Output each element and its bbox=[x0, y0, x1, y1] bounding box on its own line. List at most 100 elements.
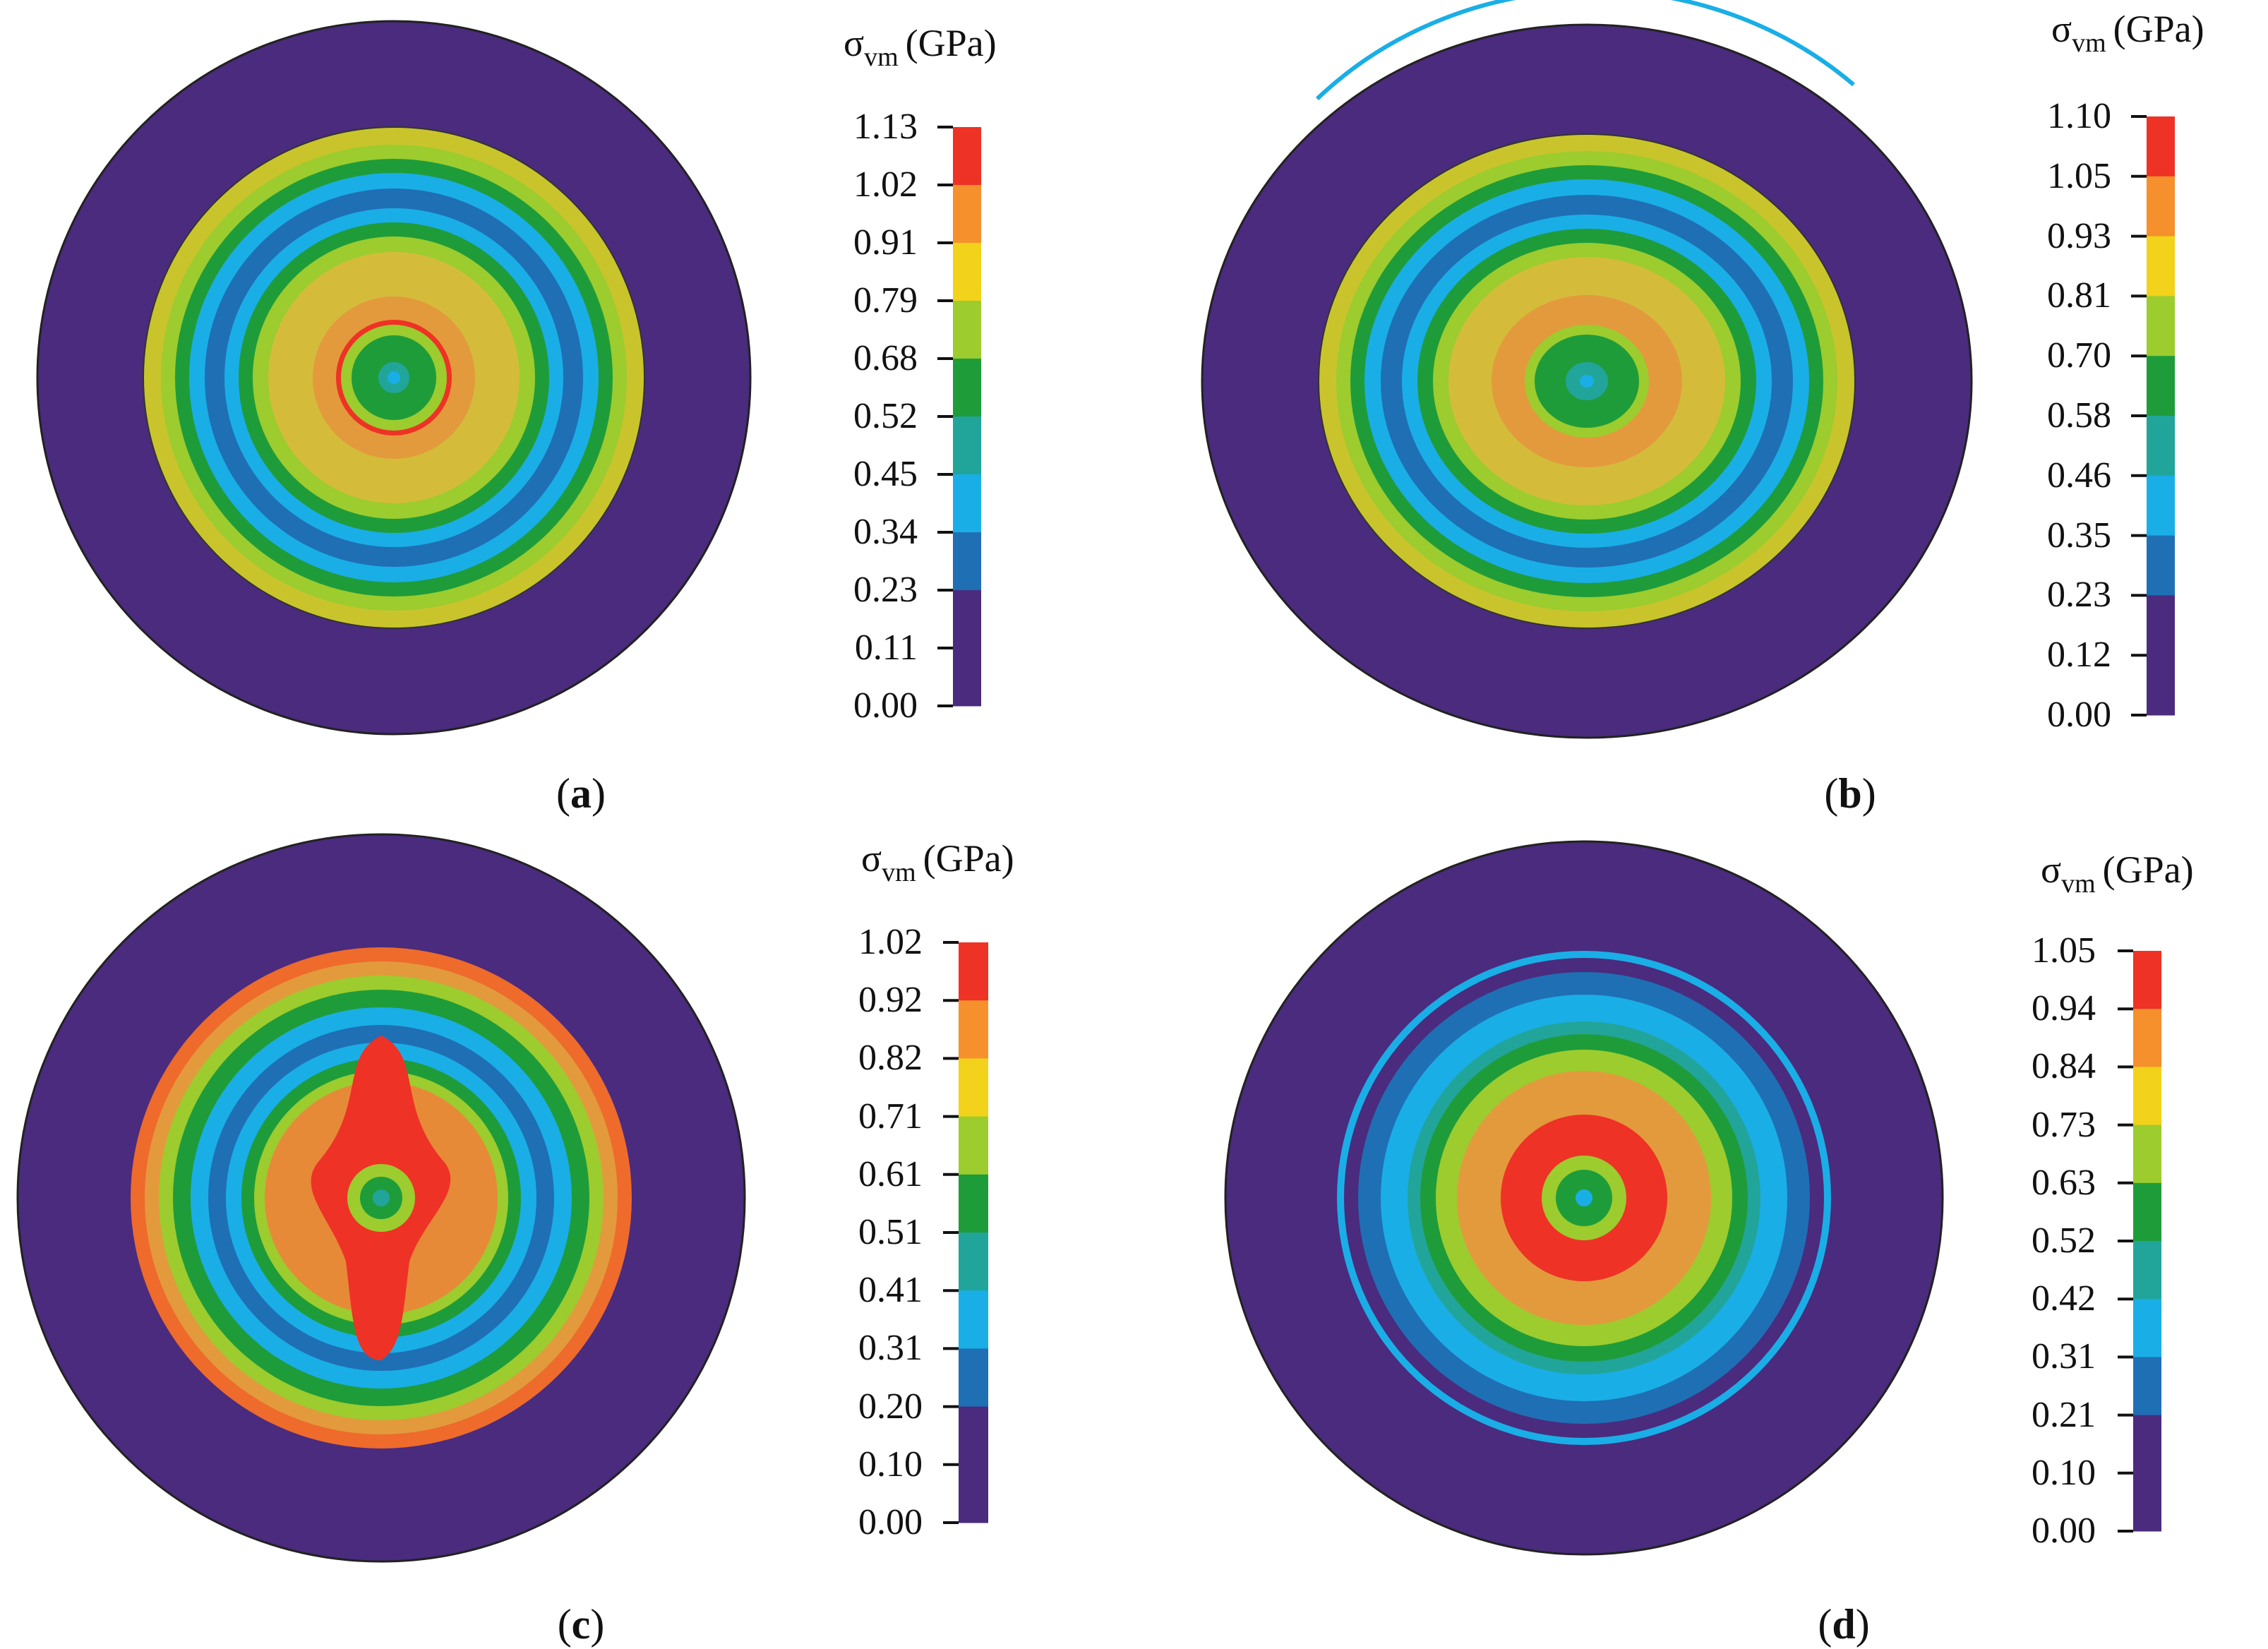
colorbar bbox=[2131, 115, 2175, 716]
colorbar-tick-label: 0.52 bbox=[2032, 1221, 2096, 1261]
colorbar-band bbox=[2147, 296, 2175, 356]
colorbar-tick-label: 0.81 bbox=[2047, 275, 2111, 316]
colorbar-tick-label: 0.58 bbox=[2047, 395, 2111, 436]
colorbar-tick-label: 0.79 bbox=[853, 280, 918, 320]
colorbar-tick-label: 1.02 bbox=[853, 164, 918, 205]
colorbar-band bbox=[959, 1116, 988, 1175]
colorbar-band bbox=[953, 243, 981, 301]
colorbar-band bbox=[2133, 1241, 2161, 1300]
colorbar-title: σvm (GPa) bbox=[2051, 8, 2204, 58]
colorbar-band bbox=[2147, 356, 2175, 416]
colorbar-band bbox=[959, 1464, 988, 1523]
colorbar-tick-label: 0.52 bbox=[853, 396, 918, 436]
colorbar-tick-label: 1.13 bbox=[853, 107, 918, 147]
colorbar-band bbox=[2133, 1473, 2161, 1532]
colorbar-band bbox=[959, 1290, 988, 1349]
panel-c: σvm (GPa) (c) 1.02 0.92 0.82 0.71 0.61 0.51 0.4… bbox=[0, 824, 1134, 1648]
contour-band bbox=[1576, 1189, 1592, 1206]
colorbar-tick-label: 0.23 bbox=[853, 570, 918, 610]
panel-caption: (b) bbox=[1824, 770, 1876, 817]
colorbar-tick-label: 0.71 bbox=[858, 1096, 923, 1137]
colorbar-tick-label: 0.10 bbox=[2032, 1452, 2096, 1493]
colorbar-band bbox=[953, 301, 981, 359]
colorbar-tick-label: 0.70 bbox=[2047, 335, 2111, 376]
colorbar-band bbox=[959, 1174, 988, 1233]
colorbar-tick-label: 0.51 bbox=[858, 1212, 923, 1252]
contour-plot-b bbox=[1201, 0, 2175, 739]
colorbar-band bbox=[2133, 1357, 2161, 1416]
colorbar-band bbox=[953, 532, 981, 591]
colorbar-band bbox=[2133, 951, 2161, 1009]
colorbar bbox=[943, 941, 988, 1524]
colorbar-tick-label: 0.63 bbox=[2032, 1162, 2096, 1203]
contour-band bbox=[388, 371, 400, 384]
colorbar-band bbox=[2133, 1415, 2161, 1474]
colorbar-tick-label: 0.00 bbox=[858, 1502, 923, 1542]
colorbar-tick-label: 0.41 bbox=[858, 1270, 923, 1311]
colorbar-tick-label: 0.92 bbox=[858, 980, 923, 1021]
panel-caption: (a) bbox=[556, 770, 606, 817]
colorbar-tick-label: 0.23 bbox=[2047, 575, 2111, 616]
colorbar-tick-label: 0.42 bbox=[2032, 1278, 2096, 1319]
colorbar-band bbox=[953, 127, 981, 186]
colorbar-band bbox=[953, 359, 981, 417]
colorbar-tick-label: 1.05 bbox=[2032, 930, 2096, 971]
colorbar-tick-label: 0.00 bbox=[2032, 1511, 2096, 1551]
colorbar-tick-label: 0.94 bbox=[2032, 988, 2096, 1029]
colorbar-tick-label: 0.12 bbox=[2047, 635, 2111, 676]
colorbar-band bbox=[2147, 116, 2175, 177]
colorbar-band bbox=[953, 648, 981, 707]
colorbar-band bbox=[953, 185, 981, 244]
colorbar-band bbox=[2133, 1009, 2161, 1067]
colorbar-tick-label: 0.00 bbox=[2047, 695, 2111, 735]
colorbar bbox=[937, 126, 981, 707]
colorbar-band bbox=[2147, 475, 2175, 536]
colorbar-band bbox=[2147, 655, 2175, 716]
panel-a: σvm (GPa) (a) 1.13 1.02 0.91 0.79 0.68 0.52 0.4… bbox=[0, 0, 1134, 824]
colorbar-tick-label: 0.31 bbox=[858, 1328, 923, 1369]
colorbar-tick-label: 0.45 bbox=[853, 454, 918, 494]
colorbar-tick-label: 0.21 bbox=[2032, 1394, 2096, 1435]
colorbar-title: σvm (GPa) bbox=[861, 837, 1014, 887]
colorbar-band bbox=[959, 1058, 988, 1117]
panel-d: σvm (GPa) (d) 1.05 0.94 0.84 0.73 0.63 0.52 0.4… bbox=[1134, 824, 2267, 1648]
colorbar-tick-label: 0.82 bbox=[858, 1038, 923, 1079]
contour-plot-a bbox=[36, 20, 981, 736]
colorbar-title: σvm (GPa) bbox=[2041, 849, 2194, 899]
colorbar-band bbox=[959, 1406, 988, 1465]
contour-plot-c bbox=[16, 833, 988, 1563]
colorbar-band bbox=[953, 416, 981, 475]
rim-edge bbox=[1315, 0, 1855, 101]
colorbar-band bbox=[2147, 595, 2175, 656]
contour-plot-d bbox=[1224, 840, 2161, 1556]
colorbar-tick-label: 0.00 bbox=[853, 685, 918, 726]
colorbar-band bbox=[959, 1348, 988, 1408]
colorbar-band bbox=[2133, 1299, 2161, 1357]
colorbar-tick-label: 0.91 bbox=[853, 222, 918, 263]
colorbar-tick-label: 0.31 bbox=[2032, 1336, 2096, 1377]
colorbar-tick-label: 0.20 bbox=[858, 1386, 923, 1427]
colorbar-tick-label: 1.02 bbox=[858, 922, 923, 962]
colorbar-band bbox=[2133, 1182, 2161, 1242]
colorbar-tick-label: 0.61 bbox=[858, 1153, 923, 1194]
colorbar-tick-label: 1.05 bbox=[2047, 155, 2111, 196]
colorbar-band bbox=[2147, 176, 2175, 237]
colorbar-title: σvm (GPa) bbox=[844, 22, 997, 72]
colorbar-band bbox=[959, 942, 988, 1001]
colorbar-tick-label: 0.10 bbox=[858, 1444, 923, 1485]
colorbar-band bbox=[2133, 1125, 2161, 1184]
colorbar-band bbox=[953, 474, 981, 533]
panel-b: σvm (GPa) (b) 1.10 1.05 0.93 0.81 0.70 0.58 0.4… bbox=[1134, 0, 2267, 824]
colorbar-tick-label: 0.35 bbox=[2047, 515, 2111, 556]
panel-caption: (c) bbox=[557, 1601, 605, 1648]
colorbar-tick-label: 0.11 bbox=[854, 628, 918, 668]
colorbar-band bbox=[2133, 1067, 2161, 1126]
colorbar-band bbox=[959, 1233, 988, 1291]
colorbar-tick-label: 0.73 bbox=[2032, 1104, 2096, 1145]
colorbar-band bbox=[959, 1000, 988, 1059]
colorbar-band bbox=[2147, 535, 2175, 596]
colorbar-tick-label: 0.34 bbox=[853, 512, 918, 552]
colorbar-band bbox=[2147, 416, 2175, 476]
contour-band bbox=[1580, 375, 1594, 388]
colorbar-tick-label: 0.84 bbox=[2032, 1046, 2096, 1087]
